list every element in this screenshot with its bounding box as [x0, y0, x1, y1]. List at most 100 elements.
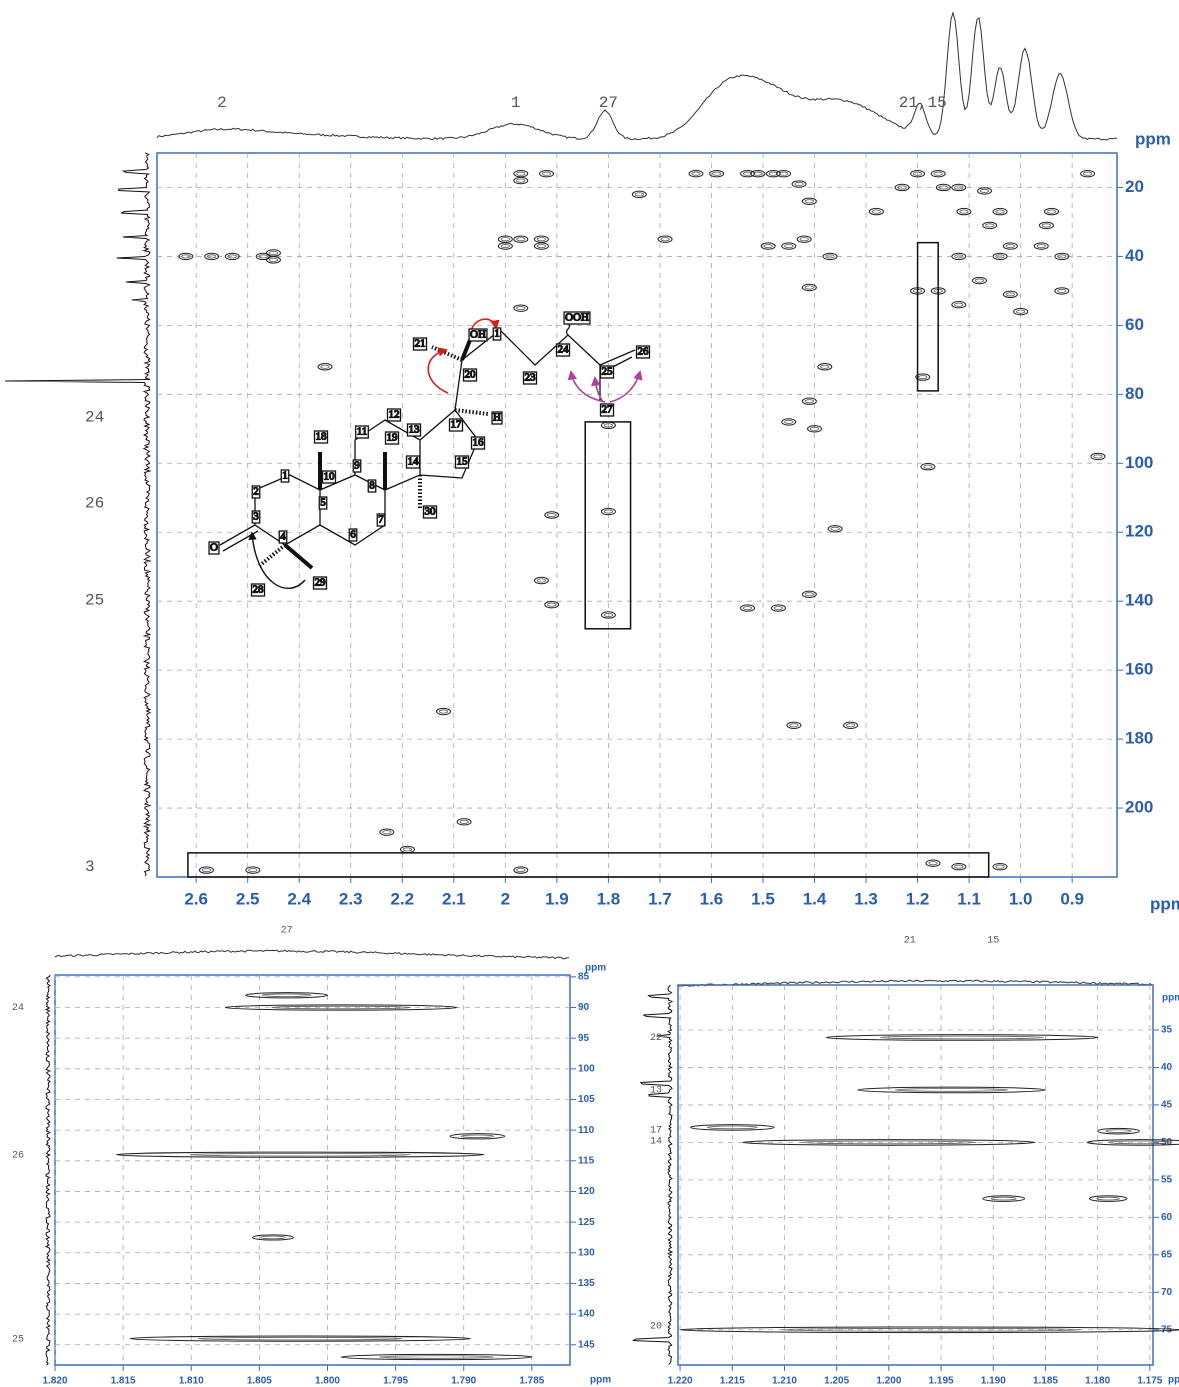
cross-peak [224, 252, 240, 261]
cross-peak-inner [402, 847, 413, 852]
atom-label: OH [470, 329, 486, 341]
cross-peak-inner [500, 237, 510, 242]
cross-peak-inner [825, 254, 835, 259]
cross-peak-inner [779, 1327, 1082, 1332]
cross-peak-inner [516, 178, 526, 183]
atom-label: 9 [354, 460, 360, 472]
atom-label: O [210, 542, 218, 554]
y-tick-label: 125 [578, 1217, 595, 1228]
label-bg [321, 470, 337, 484]
cross-peak [245, 992, 328, 999]
peak-label: 25 [12, 1334, 24, 1345]
label-bg [468, 328, 488, 342]
cross-peak-inner [995, 209, 1005, 214]
label-bg [492, 327, 502, 341]
cross-peak [497, 242, 513, 250]
label-bg [406, 423, 422, 437]
highlight-box [916, 241, 939, 392]
cross-peak [600, 507, 616, 516]
atom-label: 23 [525, 372, 537, 384]
peak-label: 2 [217, 94, 227, 112]
peak-label: 20 [650, 1322, 662, 1333]
cross-peak-inner [460, 1134, 495, 1138]
wedges [283, 339, 472, 570]
cross-peak-inner [912, 171, 923, 176]
x-tick-label: 1.8 [597, 889, 621, 908]
cross-peak [742, 1139, 1036, 1146]
cross-peak [920, 463, 936, 471]
cross-peak [930, 169, 946, 178]
cross-peak-inner [320, 364, 330, 369]
cross-peak-inner [1083, 171, 1093, 176]
cross-peak-inner [516, 171, 526, 176]
cross-peak [781, 418, 797, 426]
x-axis-label: ppm [1168, 1375, 1179, 1386]
x-tick-label: 1.815 [111, 1376, 136, 1387]
cross-peak-inner [691, 171, 701, 176]
cross-peak [456, 818, 472, 826]
cross-peak-inner [804, 285, 814, 290]
atom-label: 17 [451, 419, 463, 431]
cross-peak-inner [938, 185, 948, 190]
label-bg [278, 530, 288, 544]
x-tick-label: 1.210 [772, 1376, 797, 1387]
cross-peak [533, 576, 549, 585]
cross-peak [817, 363, 833, 371]
cross-peak-inner [933, 171, 943, 176]
cross-peak-inner [979, 188, 990, 193]
atom-label: 16 [473, 437, 485, 449]
cross-peak-inner [378, 1355, 495, 1359]
cross-peak-inner [830, 526, 840, 531]
y-tick-label: 115 [578, 1155, 595, 1166]
y-axis-label: ppm [585, 963, 606, 974]
label-bg [555, 343, 571, 357]
cross-peak-inner [261, 993, 312, 997]
y-tick-label: 140 [1125, 591, 1153, 610]
cross-peak-inner [248, 868, 258, 873]
label-bg [448, 418, 464, 432]
cross-peak [992, 252, 1008, 261]
cross-peak [1054, 287, 1070, 295]
x-tick-label: 1.795 [383, 1376, 408, 1387]
cross-peak-inner [1093, 454, 1103, 459]
cross-peak [781, 242, 797, 250]
label-bg [312, 576, 328, 590]
y-tick-label: 55 [1161, 1175, 1173, 1186]
y-tick-label: 135 [578, 1278, 595, 1289]
atom-label: 27 [602, 404, 614, 416]
label-bg [563, 311, 591, 325]
cross-peak [982, 221, 998, 230]
cross-peak-inner [541, 171, 552, 176]
cross-peak [1090, 452, 1106, 461]
atom-label: 8 [369, 480, 375, 492]
peak-label: 22 [650, 1033, 662, 1044]
y-tick-label: 40 [1161, 1062, 1173, 1073]
cross-peak-inner [500, 244, 510, 249]
cross-peak [688, 169, 704, 178]
cross-peak-inner [918, 375, 928, 380]
y-tick-label: 60 [1125, 315, 1144, 334]
cross-peak [822, 252, 838, 261]
label-bg [367, 479, 377, 493]
cross-peak [1038, 221, 1054, 230]
atom-label: 15 [457, 456, 469, 468]
cross-peak [1044, 207, 1060, 216]
cross-peak [765, 169, 781, 178]
y-axis-label: ppm [1162, 993, 1179, 1004]
peak-label: 21 [904, 936, 916, 947]
peak-label: 26 [12, 1150, 24, 1161]
y-tick-label: 85 [578, 971, 590, 982]
label-bg [454, 455, 470, 469]
cross-peak-inner [923, 464, 933, 469]
cross-peak [255, 252, 271, 261]
x-tick-label: 1.205 [824, 1376, 849, 1387]
cross-peak-inner [1005, 292, 1015, 297]
x-tick-label: 1.785 [519, 1376, 544, 1387]
x-tick-label: 1.0 [1009, 889, 1033, 908]
label-bg [280, 469, 290, 483]
label-bg [352, 459, 362, 473]
y-tick-label: 70 [1161, 1287, 1173, 1298]
y-tick-label: 100 [1125, 453, 1153, 472]
cross-peak-inner [197, 1336, 403, 1341]
cross-peak-inner [880, 1035, 1044, 1040]
